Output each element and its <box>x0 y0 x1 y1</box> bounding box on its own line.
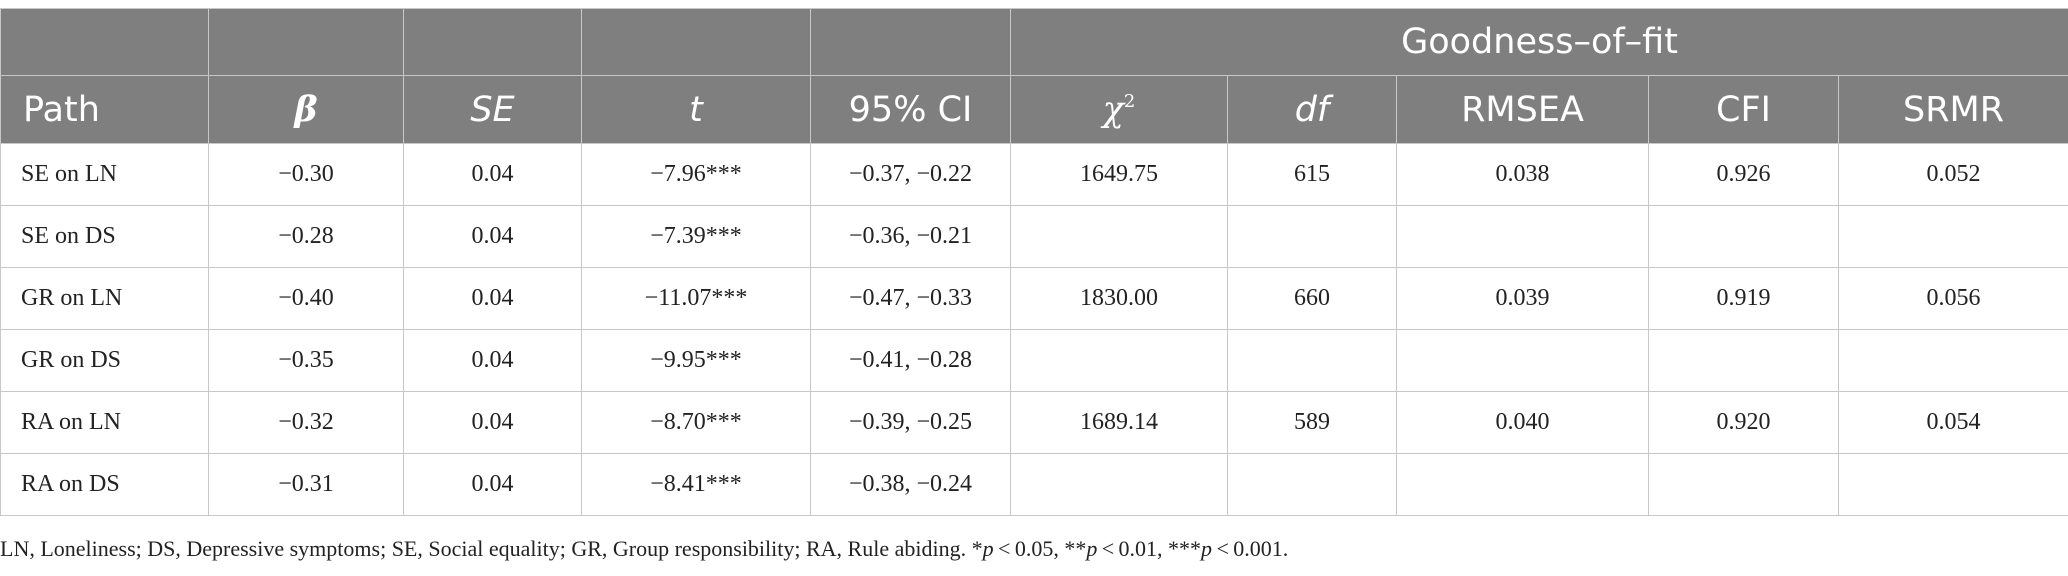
header-blank-cell <box>810 8 1011 76</box>
cell-srmr <box>1837 205 2068 268</box>
cell-path: RA on DS <box>0 453 209 516</box>
cell-srmr: 0.054 <box>1837 391 2068 454</box>
cell-se: 0.04 <box>403 329 582 392</box>
cell-se: 0.04 <box>403 143 582 206</box>
footnote-threshold: < 0.05, ** <box>993 536 1087 561</box>
cell-t: −9.95*** <box>581 329 811 392</box>
col-header-t: t <box>581 75 811 144</box>
cell-srmr: 0.056 <box>1837 267 2068 330</box>
cell-ci: −0.38, −0.24 <box>810 453 1011 516</box>
cell-beta: −0.30 <box>208 143 404 206</box>
cell-chi-square <box>1010 205 1228 268</box>
cell-cfi: 0.926 <box>1648 143 1839 206</box>
cell-df <box>1227 453 1397 516</box>
cell-ci: −0.36, −0.21 <box>810 205 1011 268</box>
cell-rmsea: 0.039 <box>1396 267 1649 330</box>
cell-beta: −0.32 <box>208 391 404 454</box>
cell-rmsea <box>1396 453 1649 516</box>
cell-ci: −0.37, −0.22 <box>810 143 1011 206</box>
cell-df: 589 <box>1227 391 1397 454</box>
goodness-of-fit-header: Goodness–of–fit <box>1009 8 2068 76</box>
cell-srmr <box>1837 453 2068 516</box>
results-table: Goodness–of–fit Path β SE t 95% CI χ2 df… <box>0 8 2068 516</box>
cell-beta: −0.35 <box>208 329 404 392</box>
cell-path: SE on LN <box>0 143 209 206</box>
cell-beta: −0.31 <box>208 453 404 516</box>
header-blank-cell <box>403 8 582 76</box>
header-blank-cell <box>208 8 404 76</box>
cell-t: −8.70*** <box>581 391 811 454</box>
cell-cfi <box>1648 453 1839 516</box>
cell-df: 615 <box>1227 143 1397 206</box>
cell-chi-square: 1689.14 <box>1010 391 1228 454</box>
cell-se: 0.04 <box>403 267 582 330</box>
footnote-p: p <box>982 536 994 561</box>
chi-superscript: 2 <box>1123 90 1136 112</box>
table-row: RA on DS −0.31 0.04 −8.41*** −0.38, −0.2… <box>0 453 2068 516</box>
cell-ci: −0.47, −0.33 <box>810 267 1011 330</box>
table-row: GR on DS −0.35 0.04 −9.95*** −0.41, −0.2… <box>0 329 2068 392</box>
table-row: SE on LN −0.30 0.04 −7.96*** −0.37, −0.2… <box>0 143 2068 206</box>
col-header-df: df <box>1227 75 1397 144</box>
table-footnote: LN, Loneliness; DS, Depressive symptoms;… <box>0 536 1288 562</box>
cell-rmsea: 0.038 <box>1396 143 1649 206</box>
footnote-threshold: < 0.01, *** <box>1097 536 1202 561</box>
cell-rmsea: 0.040 <box>1396 391 1649 454</box>
cell-df: 660 <box>1227 267 1397 330</box>
footnote-p: p <box>1201 536 1213 561</box>
cell-chi-square: 1649.75 <box>1010 143 1228 206</box>
cell-chi-square: 1830.00 <box>1010 267 1228 330</box>
col-header-chi-square: χ2 <box>1010 75 1228 144</box>
col-header-ci: 95% CI <box>810 75 1011 144</box>
cell-path: GR on LN <box>0 267 209 330</box>
cell-cfi: 0.919 <box>1648 267 1839 330</box>
footnote-p: p <box>1086 536 1098 561</box>
cell-path: GR on DS <box>0 329 209 392</box>
cell-beta: −0.28 <box>208 205 404 268</box>
cell-ci: −0.39, −0.25 <box>810 391 1011 454</box>
cell-rmsea <box>1396 329 1649 392</box>
cell-t: −7.96*** <box>581 143 811 206</box>
table-container: Goodness–of–fit Path β SE t 95% CI χ2 df… <box>0 8 2068 516</box>
cell-chi-square <box>1010 329 1228 392</box>
cell-se: 0.04 <box>403 453 582 516</box>
footnote-text: LN, Loneliness; DS, Depressive symptoms;… <box>0 536 983 561</box>
cell-chi-square <box>1010 453 1228 516</box>
cell-rmsea <box>1396 205 1649 268</box>
cell-cfi <box>1648 205 1839 268</box>
cell-t: −11.07*** <box>581 267 811 330</box>
cell-cfi: 0.920 <box>1648 391 1839 454</box>
col-header-cfi: CFI <box>1648 75 1839 144</box>
col-header-beta: β <box>208 75 404 144</box>
table-row: RA on LN −0.32 0.04 −8.70*** −0.39, −0.2… <box>0 391 2068 454</box>
header-blank-cell <box>581 8 811 76</box>
cell-df <box>1227 329 1397 392</box>
cell-path: RA on LN <box>0 391 209 454</box>
col-header-se: SE <box>403 75 582 144</box>
table-row: GR on LN −0.40 0.04 −11.07*** −0.47, −0.… <box>0 267 2068 330</box>
table-row: SE on DS −0.28 0.04 −7.39*** −0.36, −0.2… <box>0 205 2068 268</box>
cell-srmr: 0.052 <box>1837 143 2068 206</box>
cell-t: −7.39*** <box>581 205 811 268</box>
cell-ci: −0.41, −0.28 <box>810 329 1011 392</box>
col-header-path: Path <box>0 75 209 144</box>
cell-df <box>1227 205 1397 268</box>
header-blank-cell <box>0 8 209 76</box>
cell-beta: −0.40 <box>208 267 404 330</box>
col-header-rmsea: RMSEA <box>1396 75 1649 144</box>
cell-se: 0.04 <box>403 391 582 454</box>
chi-symbol: χ <box>1102 89 1124 130</box>
cell-path: SE on DS <box>0 205 209 268</box>
cell-t: −8.41*** <box>581 453 811 516</box>
header-column-row: Path β SE t 95% CI χ2 df RMSEA CFI SRMR <box>0 75 2068 144</box>
cell-cfi <box>1648 329 1839 392</box>
col-header-srmr: SRMR <box>1837 75 2068 144</box>
footnote-threshold: < 0.001. <box>1212 536 1289 561</box>
cell-se: 0.04 <box>403 205 582 268</box>
header-group-row: Goodness–of–fit <box>0 8 2068 76</box>
cell-srmr <box>1837 329 2068 392</box>
